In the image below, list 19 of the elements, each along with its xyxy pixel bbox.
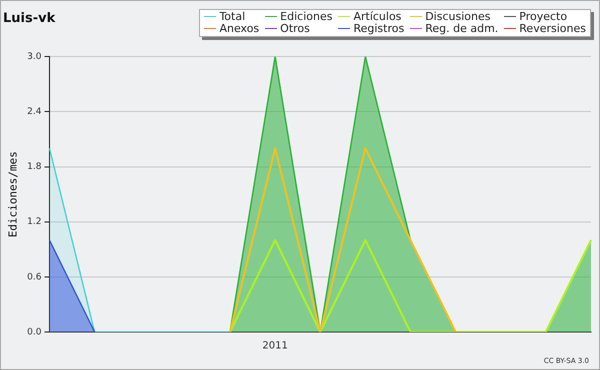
legend-label: Total (218, 10, 246, 23)
legend-label: Discusiones (424, 10, 492, 23)
legend-label: Otros (279, 22, 311, 35)
legend-label: Ediciones (279, 10, 332, 23)
y-tick-label: 3.0 (27, 52, 42, 62)
legend-label: Artículos (352, 10, 402, 23)
chart-title: Luis-vk (3, 11, 56, 26)
y-tick-label: 1.8 (27, 162, 42, 172)
legend-label: Proyecto (518, 10, 568, 23)
legend-label: Reversiones (518, 22, 586, 35)
y-tick-label: 2.4 (27, 107, 42, 118)
legend-label: Registros (352, 22, 404, 35)
y-axis-title: Ediciones/mes (6, 151, 20, 238)
legend-label: Anexos (218, 22, 260, 35)
y-tick-label: 0.6 (27, 272, 42, 282)
x-tick-label: 2011 (262, 340, 288, 352)
legend-label: Reg. de adm. (424, 22, 498, 35)
y-tick-label: 0.0 (27, 327, 42, 338)
y-tick-label: 1.2 (27, 217, 42, 228)
